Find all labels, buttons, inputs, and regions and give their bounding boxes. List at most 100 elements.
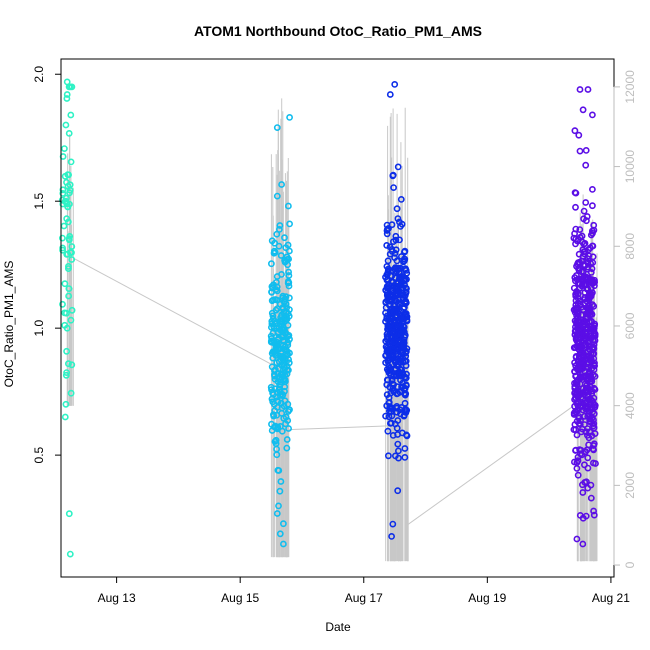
data-point [383,276,391,284]
data-point [67,316,75,324]
data-point [575,250,583,258]
data-point [383,221,391,229]
secondary-y-tick-label: 10000 [623,150,637,184]
data-point [63,347,70,355]
data-point [589,259,597,266]
data-point [590,420,598,427]
data-point [399,292,407,299]
data-point [65,129,73,137]
data-point [273,445,280,453]
y-axis-label: OtoC_Ratio_PM1_AMS [2,261,16,388]
data-point [581,296,588,303]
data-point [588,397,596,405]
data-point [279,540,287,548]
data-point [286,114,293,121]
data-point [384,376,392,384]
data-point [61,280,69,288]
data-point [575,131,583,139]
data-point [573,464,581,472]
y-tick-label: 1.5 [32,193,46,210]
data-point [63,324,71,332]
data-point [574,471,582,479]
y-tick-label: 0.5 [32,446,46,463]
data-point [65,292,72,300]
data-point [281,234,288,242]
data-point [386,91,394,98]
data-point [268,363,276,371]
data-point [283,444,291,452]
data-point [586,415,594,423]
data-point [580,207,588,215]
data-point [285,272,293,279]
data-point [268,427,276,434]
data-point [393,312,401,320]
data-point [400,342,408,350]
secondary-y-tick-label: 4000 [623,392,637,419]
data-point [59,244,66,252]
data-point [388,360,396,368]
data-point [63,215,71,223]
data-point [386,291,394,298]
data-point [581,461,588,469]
data-point [583,320,591,328]
data-point [271,248,279,256]
data-point [388,377,396,384]
data-point [583,478,590,486]
data-point [400,255,408,263]
data-point [268,309,276,317]
data-point [272,436,280,444]
data-point [571,396,578,403]
x-tick-label: Aug 21 [592,591,630,605]
data-point [402,405,409,413]
data-point [399,272,407,279]
data-point [394,440,402,448]
data-point [582,512,590,520]
data-point [280,337,288,345]
data-point [388,328,396,335]
data-point [393,205,401,213]
data-point [66,181,74,189]
data-point [388,272,396,280]
data-point [584,454,592,462]
data-point [389,238,397,245]
data-point [388,247,396,255]
data-point [68,83,76,91]
data-point [395,454,402,462]
data-point [283,304,291,311]
data-point [576,446,583,453]
data-point [285,356,292,363]
data-point [284,202,292,210]
data-point [402,299,410,307]
data-point [392,232,400,240]
data-point [278,409,286,417]
secondary-y-tick-label: 8000 [623,233,637,260]
data-point [583,446,591,454]
data-point [390,388,398,395]
data-point [573,431,581,439]
data-point [591,430,599,437]
data-point [585,434,593,442]
data-point [383,230,391,238]
data-point [61,145,68,152]
data-point [276,487,284,495]
data-point [285,279,293,287]
data-point [283,253,291,261]
data-point [281,364,289,372]
data-point [66,550,74,558]
data-point [579,311,586,319]
data-point [267,338,275,346]
data-point [398,429,406,437]
x-tick-label: Aug 17 [345,591,383,605]
data-point [586,305,594,313]
data-point [590,384,598,392]
data-point [588,364,596,372]
data-point [576,147,584,155]
data-point [591,401,599,409]
data-point [579,354,587,361]
data-point [396,410,404,418]
data-point [67,158,75,166]
data-point [399,284,407,292]
data-point [283,436,291,443]
data-point [391,254,398,261]
